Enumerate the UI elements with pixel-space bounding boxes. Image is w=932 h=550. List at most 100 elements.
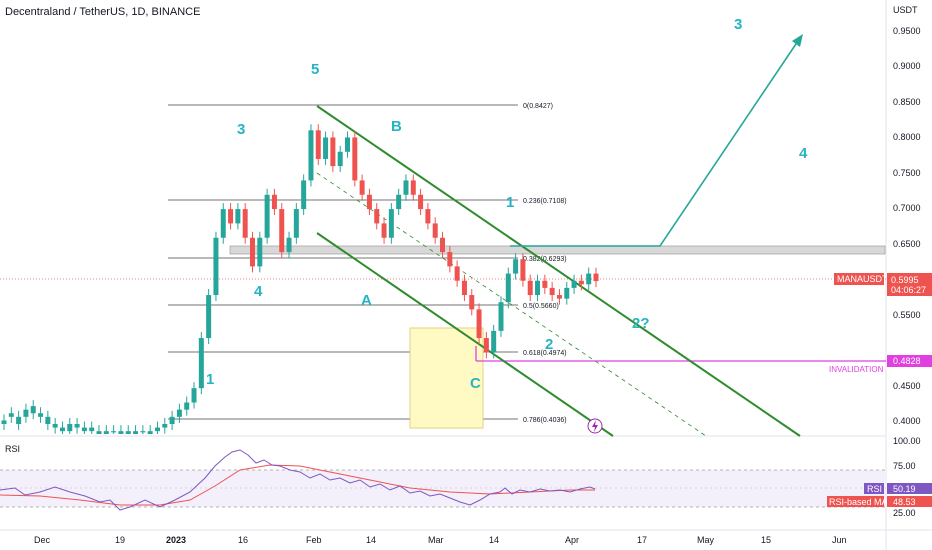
candle [293,209,299,238]
symbol-badge-text: MANAUSDT [837,274,888,284]
wave-labels: 5 3 B 1 4 A 2 C 1 3 4 2? [206,16,808,392]
symbol-badge[interactable]: MANAUSDT [834,273,888,285]
target-box[interactable] [409,327,484,429]
projection-arrow[interactable] [510,34,803,247]
candle [454,266,460,281]
rsi-ma-value-bg [887,496,932,507]
candle [8,413,14,417]
candle [176,409,182,417]
resistance-zone[interactable] [229,245,886,255]
candle [513,259,519,274]
price-tick-0.9000: 0.9000 [893,61,921,71]
candle [345,137,351,152]
wave-label-C: C [470,375,481,392]
candle [388,209,394,238]
candle [271,194,277,210]
candle [483,338,489,353]
rsi-ma-line [0,464,595,506]
time-tick-dec: Dec [34,535,51,545]
rsi-band [0,470,886,507]
candle [67,424,73,432]
countdown-value: 04:06:27 [891,285,926,295]
invalidation-label: INVALIDATION [829,365,884,374]
wave-label-1-lower: 1 [206,371,214,388]
channel-lower[interactable] [316,232,614,437]
price-tick-0.7000: 0.7000 [893,203,921,213]
candle [337,151,343,167]
time-tick-apr: Apr [565,535,579,545]
candle [242,209,248,238]
rsi-panel[interactable]: RSI 100.00 75.00 25.00 RSI 50.19 RSI-bas… [0,436,932,518]
candle [198,338,204,389]
candle [564,287,570,299]
candle [556,295,562,299]
price-tick-0.5500: 0.5500 [893,310,921,320]
candle [286,237,292,253]
candle [469,295,475,310]
candle [213,237,219,296]
fib-retracement[interactable]: 0(0.8427) 0.236(0.7108) 0.382(0.6293) 0.… [168,103,567,424]
candle [16,416,22,424]
candle [381,223,387,238]
candle [147,431,153,434]
channel-upper[interactable] [316,105,801,437]
price-tick-0.8000: 0.8000 [893,132,921,142]
rsi-label-bg [864,483,884,494]
candle [461,280,467,296]
candle [520,259,526,281]
candlestick-series[interactable] [1,124,599,434]
rsi-label: RSI [867,484,882,494]
candle [162,424,168,428]
candle [45,416,51,424]
candle [125,431,131,434]
candle [220,209,226,238]
channel-mid-dashed [316,172,707,437]
candle [118,431,124,434]
candle [1,420,7,424]
candle [549,287,555,296]
time-tick-feb: Feb [306,535,322,545]
rsi-scale-75: 75.00 [893,461,916,471]
lightning-icon[interactable] [587,418,603,434]
wave-label-B: B [391,118,402,135]
candle [403,180,409,195]
candle [418,194,424,210]
candle [366,194,372,210]
time-tick-14a: 14 [366,535,376,545]
price-tick-0.6500: 0.6500 [893,239,921,249]
candle [323,137,329,159]
candle [396,194,402,210]
invalidation-badge[interactable]: 0.4828 [887,355,932,367]
candle [133,431,139,434]
candle [206,295,212,339]
candle [586,273,592,285]
wave-label-2: 2 [545,336,553,353]
candle [52,424,58,428]
candle [432,223,438,238]
rsi-title: RSI [5,444,20,454]
candle [23,409,29,417]
time-tick-17: 17 [637,535,647,545]
candle [235,209,241,224]
rsi-ma-label: RSI-based MA [829,497,888,507]
candle [425,209,431,224]
price-tick-0.4500: 0.4500 [893,381,921,391]
candle [330,137,336,167]
wave-label-2-question: 2? [632,315,650,332]
time-tick-15: 15 [761,535,771,545]
candle [103,431,109,434]
price-axis[interactable]: 0.9500 0.9000 0.8500 0.8000 0.7500 0.700… [893,26,921,426]
price-tick-0.7500: 0.7500 [893,168,921,178]
candle [184,402,190,410]
time-tick-jun: Jun [832,535,847,545]
last-price-badge[interactable]: 0.5995 04:06:27 [887,273,932,296]
candle [249,237,255,267]
candle [571,280,577,288]
candle [59,427,65,432]
time-tick-2023: 2023 [166,535,186,545]
candle [440,237,446,253]
rsi-scale-25: 25.00 [893,508,916,518]
candle [410,180,416,195]
time-axis[interactable]: Dec 19 2023 16 Feb 14 Mar 14 Apr 17 May … [34,535,847,545]
